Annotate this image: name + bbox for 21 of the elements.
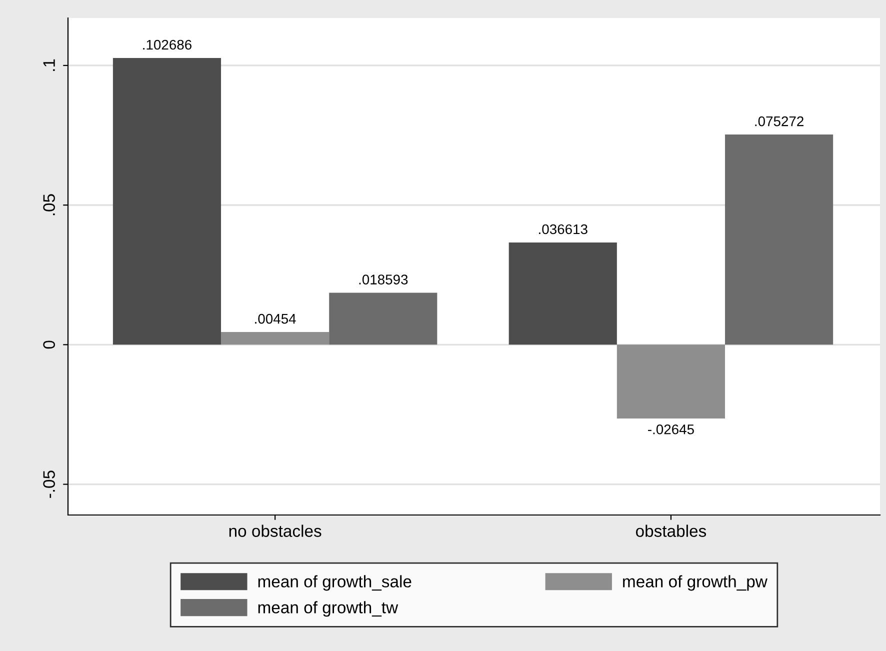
legend-label: mean of growth_pw [623,575,768,591]
y-tick-label: .1 [43,59,55,71]
bar [221,332,330,345]
y-tick-label: .05 [43,194,55,216]
bar [508,242,617,345]
x-tick-label: obstables [636,524,706,537]
bar [329,292,438,345]
data-label: .075272 [755,116,804,126]
legend-label: mean of growth_tw [258,601,398,617]
legend-label: mean of growth_sale [258,575,412,591]
data-label: -.02645 [648,424,694,434]
data-label: .102686 [143,40,192,50]
bar [616,344,726,419]
data-label: .036613 [539,224,588,234]
bar [725,134,834,345]
y-tick-label: 0 [43,340,55,349]
x-tick-label: no obstacles [229,524,322,537]
bar [112,58,222,345]
data-label: .018593 [359,274,408,284]
y-tick-label: -.05 [43,470,55,498]
data-label: .00454 [255,314,296,324]
